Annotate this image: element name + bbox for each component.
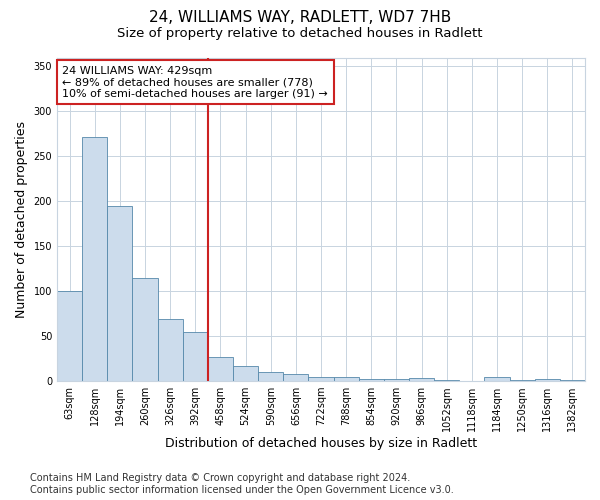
- Bar: [434, 380, 459, 381]
- X-axis label: Distribution of detached houses by size in Radlett: Distribution of detached houses by size …: [165, 437, 477, 450]
- Bar: [258, 372, 283, 381]
- Bar: [208, 357, 233, 381]
- Bar: [158, 319, 183, 381]
- Bar: [107, 206, 133, 381]
- Bar: [509, 380, 535, 381]
- Bar: [57, 291, 82, 381]
- Text: 24, WILLIAMS WAY, RADLETT, WD7 7HB: 24, WILLIAMS WAY, RADLETT, WD7 7HB: [149, 10, 451, 25]
- Bar: [308, 376, 334, 381]
- Bar: [535, 380, 560, 381]
- Text: 24 WILLIAMS WAY: 429sqm
← 89% of detached houses are smaller (778)
10% of semi-d: 24 WILLIAMS WAY: 429sqm ← 89% of detache…: [62, 66, 328, 99]
- Bar: [233, 366, 258, 381]
- Bar: [560, 380, 585, 381]
- Bar: [82, 138, 107, 381]
- Bar: [484, 378, 509, 381]
- Text: Contains HM Land Registry data © Crown copyright and database right 2024.
Contai: Contains HM Land Registry data © Crown c…: [30, 474, 454, 495]
- Bar: [133, 278, 158, 381]
- Bar: [409, 378, 434, 381]
- Bar: [283, 374, 308, 381]
- Bar: [183, 332, 208, 381]
- Bar: [384, 380, 409, 381]
- Y-axis label: Number of detached properties: Number of detached properties: [15, 121, 28, 318]
- Bar: [359, 380, 384, 381]
- Text: Size of property relative to detached houses in Radlett: Size of property relative to detached ho…: [117, 28, 483, 40]
- Bar: [334, 376, 359, 381]
